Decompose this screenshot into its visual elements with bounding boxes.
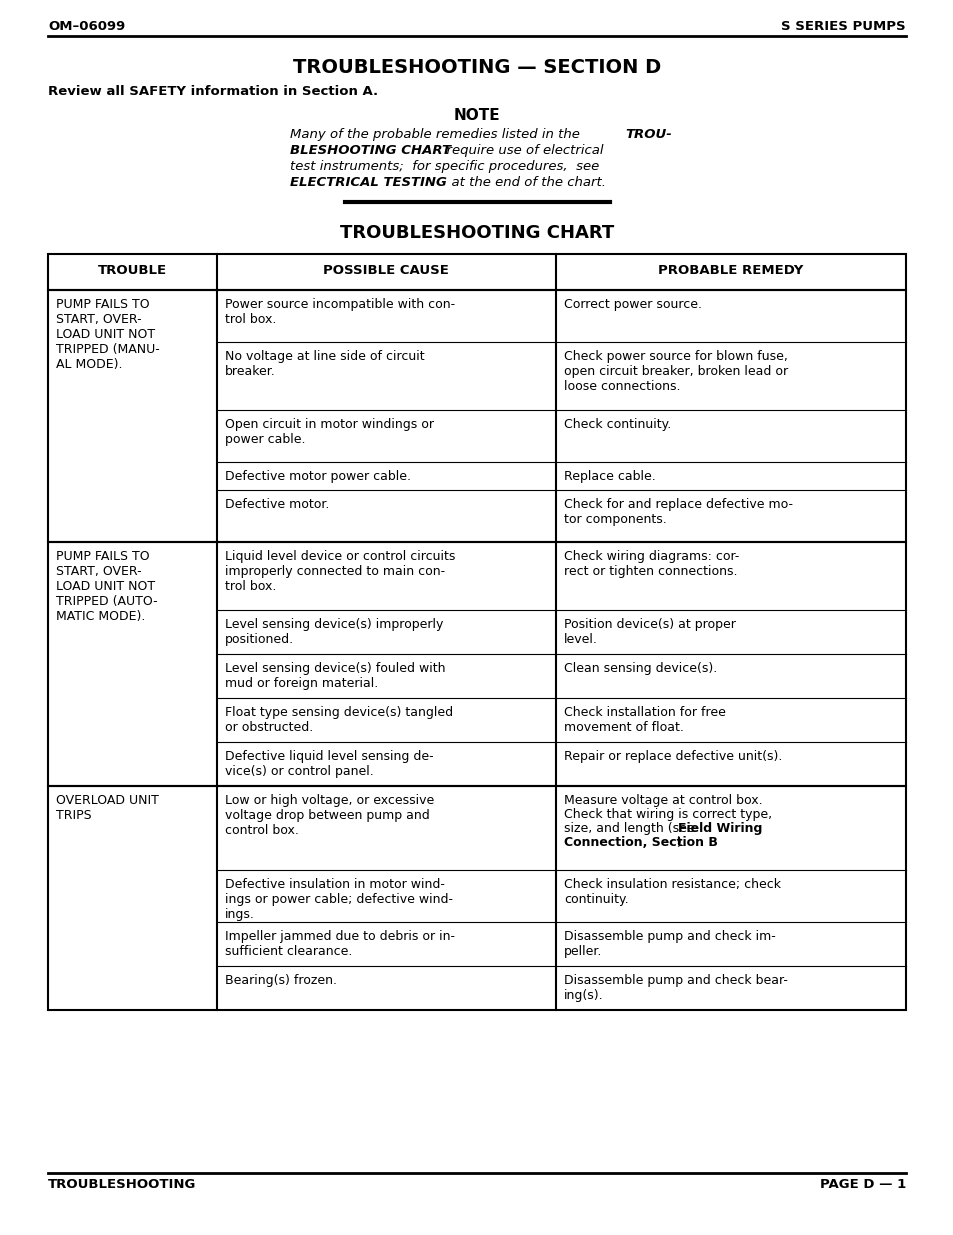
Text: OM–06099: OM–06099 bbox=[48, 20, 125, 33]
Text: Replace cable.: Replace cable. bbox=[563, 471, 655, 483]
Text: test instruments;  for specific procedures,  see: test instruments; for specific procedure… bbox=[290, 161, 598, 173]
Text: Check power source for blown fuse,
open circuit breaker, broken lead or
loose co: Check power source for blown fuse, open … bbox=[563, 350, 787, 393]
Text: TROUBLESHOOTING: TROUBLESHOOTING bbox=[48, 1178, 196, 1191]
Bar bbox=[48, 785, 905, 1010]
Bar bbox=[48, 254, 905, 290]
Text: S SERIES PUMPS: S SERIES PUMPS bbox=[781, 20, 905, 33]
Text: Connection, Section B: Connection, Section B bbox=[563, 836, 717, 848]
Text: PUMP FAILS TO
START, OVER-
LOAD UNIT NOT
TRIPPED (AUTO-
MATIC MODE).: PUMP FAILS TO START, OVER- LOAD UNIT NOT… bbox=[56, 550, 157, 622]
Text: PUMP FAILS TO
START, OVER-
LOAD UNIT NOT
TRIPPED (MANU-
AL MODE).: PUMP FAILS TO START, OVER- LOAD UNIT NOT… bbox=[56, 298, 159, 370]
Text: BLESHOOTING CHART: BLESHOOTING CHART bbox=[290, 144, 451, 157]
Text: ELECTRICAL TESTING: ELECTRICAL TESTING bbox=[290, 177, 446, 189]
Text: PROBABLE REMEDY: PROBABLE REMEDY bbox=[658, 264, 802, 277]
Text: TROUBLESHOOTING — SECTION D: TROUBLESHOOTING — SECTION D bbox=[293, 58, 660, 77]
Text: TROU-: TROU- bbox=[624, 128, 671, 141]
Text: Low or high voltage, or excessive
voltage drop between pump and
control box.: Low or high voltage, or excessive voltag… bbox=[225, 794, 434, 837]
Text: Bearing(s) frozen.: Bearing(s) frozen. bbox=[225, 974, 336, 987]
Text: Disassemble pump and check bear-
ing(s).: Disassemble pump and check bear- ing(s). bbox=[563, 974, 787, 1002]
Text: Repair or replace defective unit(s).: Repair or replace defective unit(s). bbox=[563, 750, 781, 763]
Text: Defective motor power cable.: Defective motor power cable. bbox=[225, 471, 411, 483]
Text: Check installation for free
movement of float.: Check installation for free movement of … bbox=[563, 706, 725, 734]
Text: Float type sensing device(s) tangled
or obstructed.: Float type sensing device(s) tangled or … bbox=[225, 706, 453, 734]
Text: NOTE: NOTE bbox=[454, 107, 499, 124]
Text: TROUBLESHOOTING CHART: TROUBLESHOOTING CHART bbox=[339, 224, 614, 242]
Text: Defective insulation in motor wind-
ings or power cable; defective wind-
ings.: Defective insulation in motor wind- ings… bbox=[225, 878, 453, 921]
Text: Field Wiring: Field Wiring bbox=[678, 823, 762, 835]
Text: Defective liquid level sensing de-
vice(s) or control panel.: Defective liquid level sensing de- vice(… bbox=[225, 750, 434, 778]
Text: No voltage at line side of circuit
breaker.: No voltage at line side of circuit break… bbox=[225, 350, 424, 378]
Text: Level sensing device(s) improperly
positioned.: Level sensing device(s) improperly posit… bbox=[225, 618, 443, 646]
Text: Correct power source.: Correct power source. bbox=[563, 298, 701, 311]
Text: ).: ). bbox=[677, 836, 685, 848]
Text: Many of the probable remedies listed in the: Many of the probable remedies listed in … bbox=[290, 128, 583, 141]
Text: Review all SAFETY information in Section A.: Review all SAFETY information in Section… bbox=[48, 85, 377, 98]
Bar bbox=[48, 290, 905, 542]
Text: at the end of the chart.: at the end of the chart. bbox=[442, 177, 605, 189]
Text: Clean sensing device(s).: Clean sensing device(s). bbox=[563, 662, 717, 676]
Text: Check that wiring is correct type,: Check that wiring is correct type, bbox=[563, 808, 771, 821]
Text: Check wiring diagrams: cor-
rect or tighten connections.: Check wiring diagrams: cor- rect or tigh… bbox=[563, 550, 739, 578]
Text: Check for and replace defective mo-
tor components.: Check for and replace defective mo- tor … bbox=[563, 498, 792, 526]
Text: Check insulation resistance; check
continuity.: Check insulation resistance; check conti… bbox=[563, 878, 781, 906]
Text: require use of electrical: require use of electrical bbox=[437, 144, 603, 157]
Text: Measure voltage at control box.: Measure voltage at control box. bbox=[563, 794, 761, 806]
Text: Open circuit in motor windings or
power cable.: Open circuit in motor windings or power … bbox=[225, 417, 434, 446]
Text: size, and length (see: size, and length (see bbox=[563, 823, 698, 835]
Text: Position device(s) at proper
level.: Position device(s) at proper level. bbox=[563, 618, 735, 646]
Text: Check continuity.: Check continuity. bbox=[563, 417, 671, 431]
Bar bbox=[48, 542, 905, 785]
Text: Liquid level device or control circuits
improperly connected to main con-
trol b: Liquid level device or control circuits … bbox=[225, 550, 455, 593]
Text: Power source incompatible with con-
trol box.: Power source incompatible with con- trol… bbox=[225, 298, 455, 326]
Text: POSSIBLE CAUSE: POSSIBLE CAUSE bbox=[323, 264, 449, 277]
Text: TROUBLE: TROUBLE bbox=[97, 264, 167, 277]
Text: Defective motor.: Defective motor. bbox=[225, 498, 329, 511]
Text: OVERLOAD UNIT
TRIPS: OVERLOAD UNIT TRIPS bbox=[56, 794, 159, 823]
Text: Impeller jammed due to debris or in-
sufficient clearance.: Impeller jammed due to debris or in- suf… bbox=[225, 930, 455, 958]
Text: Level sensing device(s) fouled with
mud or foreign material.: Level sensing device(s) fouled with mud … bbox=[225, 662, 445, 690]
Text: PAGE D — 1: PAGE D — 1 bbox=[819, 1178, 905, 1191]
Text: Disassemble pump and check im-
peller.: Disassemble pump and check im- peller. bbox=[563, 930, 775, 958]
